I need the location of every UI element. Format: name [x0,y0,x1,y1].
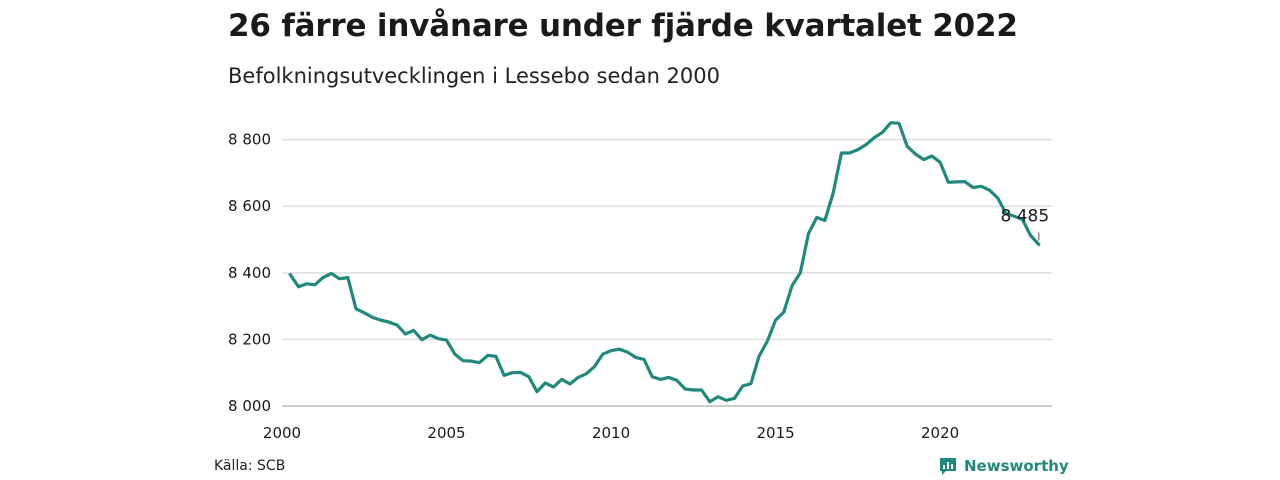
x-tick-label: 2000 [263,424,301,442]
y-tick-label: 8 600 [228,197,271,215]
axes: 8 000 8 200 8 400 8 600 8 800 2000 2005 2010 201… [228,131,959,442]
y-tick-label: 8 400 [228,264,271,282]
x-tick-label: 2005 [427,424,465,442]
last-value-label: 8 485 [1001,207,1050,227]
chart-subtitle: Befolkningsutvecklingen i Lessebo sedan … [228,64,721,88]
newsworthy-chart-icon [940,458,956,475]
source-note: Källa: SCB [214,458,286,474]
y-tick-label: 8 800 [228,131,271,149]
newsworthy-logo[interactable]: Newsworthy [938,456,1069,476]
y-tick-label: 8 200 [228,330,271,348]
brand-name: Newsworthy [964,457,1069,475]
x-tick-label: 2020 [921,424,959,442]
gridlines [282,138,1052,407]
x-tick-label: 2010 [592,424,630,442]
chart-title: 26 färre invånare under fjärde kvartalet… [228,8,1018,44]
population-line [288,121,1041,404]
data-labels: 8 485 [1001,207,1050,241]
series-layer [288,121,1041,404]
x-tick-label: 2015 [756,424,794,442]
y-tick-label: 8 000 [228,397,271,415]
